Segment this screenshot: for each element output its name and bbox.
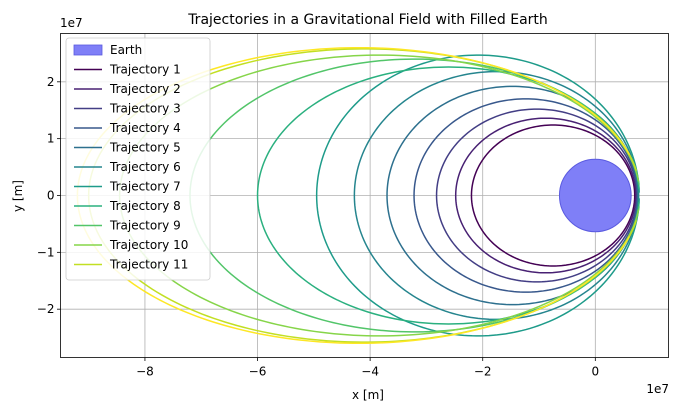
trajectory-line-4 [413, 98, 639, 293]
x-offset-label: 1e7 [646, 382, 669, 396]
y-tick-label: 1 [47, 132, 55, 146]
legend-label: Trajectory 1 [109, 63, 181, 77]
y-tick-label: 2 [47, 75, 55, 89]
trajectory-line-1 [470, 124, 636, 267]
y-axis: −2 −1 0 1 2 [37, 75, 61, 316]
legend-label: Trajectory 6 [109, 160, 181, 174]
legend-label: Earth [110, 43, 142, 57]
x-tick-label: −2 [474, 365, 492, 379]
x-tick-label: −8 [136, 365, 154, 379]
chart-title: Trajectories in a Gravitational Field wi… [187, 12, 548, 28]
y-tick-label: 0 [47, 189, 55, 203]
x-tick-label: −6 [249, 365, 267, 379]
y-tick-label: −2 [37, 302, 55, 316]
x-tick-label: −4 [361, 365, 379, 379]
x-tick-label: 0 [591, 365, 599, 379]
legend-label: Trajectory 5 [109, 141, 181, 155]
trajectory-line-6 [353, 70, 640, 321]
legend-label: Trajectory 4 [109, 121, 181, 135]
legend-label: Trajectory 3 [109, 102, 181, 116]
trajectory-line-7 [315, 54, 640, 337]
legend-label: Trajectory 2 [109, 82, 181, 96]
x-axis: −8 −6 −4 −2 0 [136, 357, 599, 379]
y-axis-label: y [m] [11, 180, 25, 212]
legend-label: Trajectory 9 [109, 219, 181, 233]
legend-label: Trajectory 10 [109, 238, 188, 252]
legend-swatch-earth [73, 44, 103, 56]
legend-label: Trajectory 11 [109, 258, 188, 272]
legend-label: Trajectory 7 [109, 180, 181, 194]
legend-box [65, 37, 211, 281]
legend: Earth Trajectory 1 Trajectory 2 Trajectory … [65, 37, 211, 281]
trajectory-line-3 [435, 108, 638, 283]
x-axis-label: x [m] [352, 388, 384, 402]
y-offset-label: 1e7 [60, 16, 83, 30]
legend-label: Trajectory 8 [109, 199, 181, 213]
earth-disc [558, 158, 632, 233]
trajectory-line-2 [454, 117, 637, 274]
y-tick-label: −1 [37, 245, 55, 259]
